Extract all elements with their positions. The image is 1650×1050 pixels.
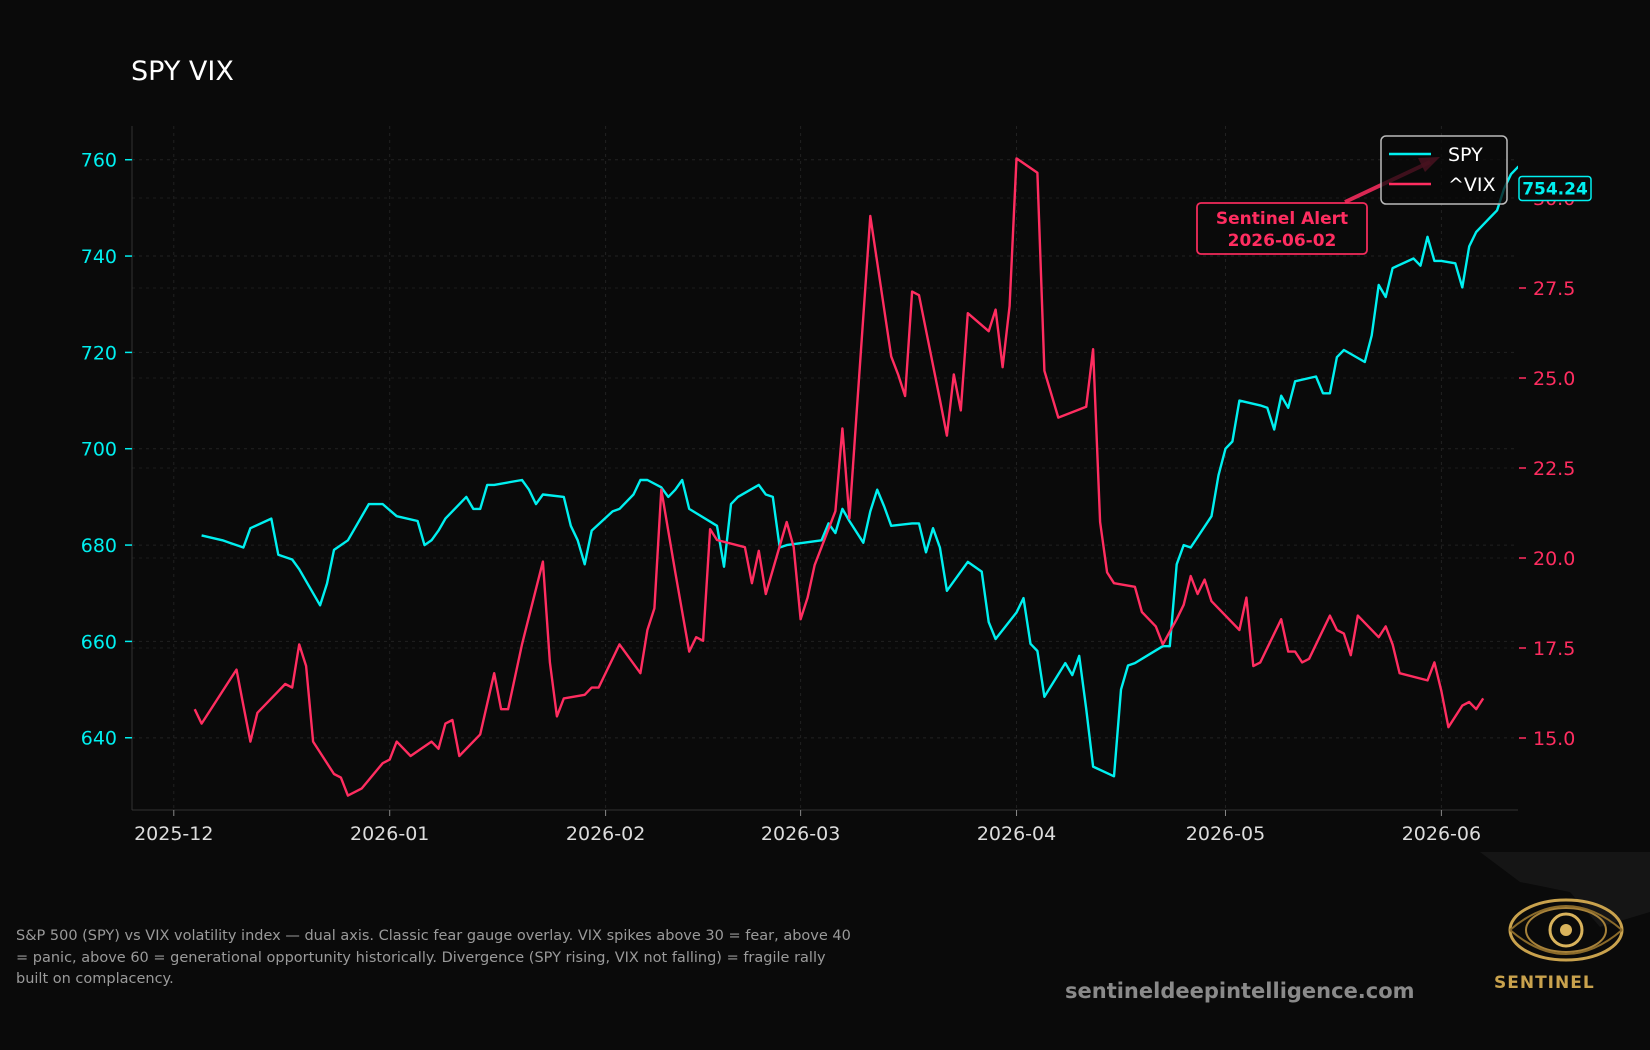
alert-date: 2026-06-02 (1228, 231, 1337, 251)
last-value-text: 754.24 (1522, 179, 1588, 199)
alert-title: Sentinel Alert (1216, 209, 1348, 229)
y-left-tick-label: 760 (81, 150, 117, 172)
vix-line (193, 157, 1485, 797)
y-right-tick-label: 20.0 (1533, 548, 1575, 570)
x-tick-label: 2026-01 (350, 823, 429, 845)
y-left-tick-label: 720 (81, 342, 117, 364)
y-left-tick-label: 680 (81, 535, 117, 557)
y-left-tick-label: 740 (81, 246, 117, 268)
y-left-tick-label: 660 (81, 631, 117, 653)
x-tick-label: 2026-03 (761, 823, 840, 845)
x-tick-label: 2026-04 (977, 823, 1056, 845)
y-right-tick-label: 27.5 (1533, 278, 1575, 300)
website-url[interactable]: sentineldeepintelligence.com (1065, 979, 1415, 1003)
y-right-tick-label: 22.5 (1533, 458, 1575, 480)
legend-label-vix: ^VIX (1448, 174, 1496, 196)
axes: 2025-12 2026-01 2026-02 2026-03 2026-04 2026-… (81, 126, 1575, 845)
x-tick-label: 2025-12 (134, 823, 213, 845)
x-tick-label: 2026-02 (566, 823, 645, 845)
y-left-tick-label: 700 (81, 439, 117, 461)
logo-wordmark: SENTINEL (1494, 973, 1595, 993)
spy-line (201, 165, 1518, 778)
y-right-tick-label: 17.5 (1533, 638, 1575, 660)
chart-title: SPY VIX (131, 56, 234, 87)
alert-box (1196, 202, 1368, 255)
last-value-badge (1518, 175, 1592, 202)
chart-caption: S&P 500 (SPY) vs VIX volatility index — … (16, 928, 851, 987)
y-right-tick-label: 25.0 (1533, 368, 1575, 390)
y-left-tick-label: 640 (81, 728, 117, 750)
x-tick-label: 2026-06 (1402, 823, 1481, 845)
sentinel-eye-logo (1480, 852, 1650, 962)
legend-label-spy: SPY (1448, 144, 1483, 166)
x-tick-label: 2026-05 (1186, 823, 1265, 845)
y-right-tick-label: 15.0 (1533, 728, 1575, 750)
legend[interactable]: SPY ^VIX (1380, 135, 1508, 205)
series-lines (193, 157, 1518, 797)
